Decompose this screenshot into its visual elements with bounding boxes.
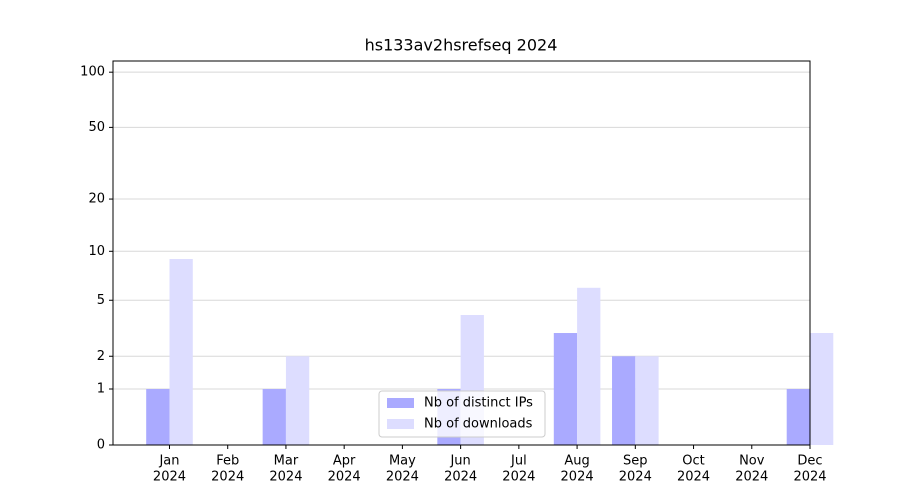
y-tick-label: 0 — [97, 438, 105, 453]
y-tick-label: 100 — [80, 65, 105, 80]
legend-box — [378, 390, 546, 438]
x-tick-label: 2024 — [328, 470, 361, 485]
x-tick-label: 2024 — [444, 470, 477, 485]
x-tick-label: 2024 — [386, 470, 419, 485]
bar — [146, 389, 170, 445]
chart-title: hs133av2hsrefseq 2024 — [365, 36, 558, 55]
bar — [285, 356, 310, 445]
bar — [553, 333, 578, 445]
x-tick-label: Jan — [158, 454, 179, 469]
x-tick-label: Dec — [797, 454, 822, 469]
bar — [169, 258, 193, 445]
y-tick-label: 10 — [88, 244, 105, 259]
x-tick-label: 2024 — [211, 470, 244, 485]
plot-area — [113, 71, 834, 446]
legend-swatch — [387, 398, 414, 408]
y-tick-label: 2 — [97, 349, 105, 364]
bar — [635, 356, 659, 445]
y-tick-label: 20 — [88, 192, 105, 207]
x-tick-label: 2024 — [735, 470, 768, 485]
x-tick-label: Jul — [510, 454, 527, 469]
bar — [577, 287, 601, 445]
x-tick-label: 2024 — [677, 470, 710, 485]
bar — [262, 389, 286, 445]
x-tick-label: 2024 — [502, 470, 535, 485]
x-tick-label: Apr — [333, 454, 356, 469]
x-tick-label: Nov — [739, 454, 765, 469]
axes-frame — [112, 60, 811, 446]
x-tick-label: 2024 — [153, 470, 186, 485]
legend-swatch — [387, 419, 414, 429]
y-tick-label: 1 — [97, 382, 105, 397]
legend-label: Nb of downloads — [424, 417, 533, 432]
x-tick-label: May — [389, 454, 416, 469]
x-tick-label: 2024 — [561, 470, 594, 485]
bar — [810, 333, 834, 445]
x-tick-label: Aug — [564, 454, 589, 469]
x-tick-label: 2024 — [269, 470, 302, 485]
x-tick-label: Oct — [682, 454, 704, 469]
x-tick-label: Mar — [274, 454, 299, 469]
x-tick-label: Feb — [216, 454, 239, 469]
x-tick-label: 2024 — [619, 470, 652, 485]
legend-label: Nb of distinct IPs — [424, 396, 533, 411]
y-tick-label: 5 — [97, 293, 105, 308]
bar — [612, 356, 636, 445]
x-tick-label: 2024 — [793, 470, 826, 485]
x-tick-label: Jun — [449, 454, 470, 469]
y-tick-label: 50 — [88, 120, 105, 135]
bar — [786, 389, 810, 445]
x-tick-label: Sep — [623, 454, 648, 469]
